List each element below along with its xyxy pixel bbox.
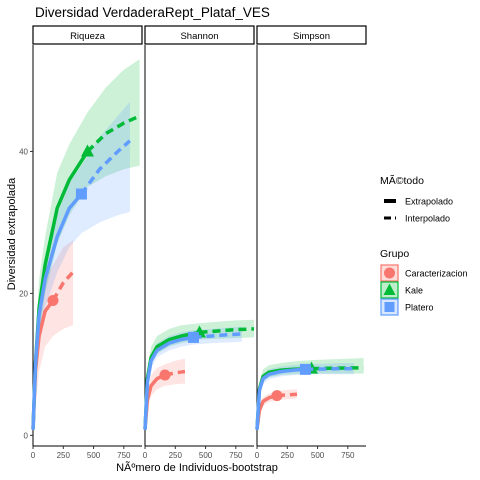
- y-tick-label: 0: [24, 431, 29, 440]
- legend-label-interpolado: Interpolado: [405, 214, 450, 224]
- marker-platero: [187, 331, 199, 343]
- facet-strip-riqueza: [32, 25, 143, 45]
- legend-method-title: MÃ©todo: [380, 174, 424, 187]
- y-axis-label: Diversidad extrapolada: [6, 177, 18, 290]
- x-tick-label: 0: [255, 451, 260, 460]
- line-extrapolated-platero: [193, 332, 243, 340]
- legend-label-extrapolado: Extrapolado: [405, 197, 453, 207]
- x-tick-label: 500: [199, 451, 213, 460]
- x-tick-label: 500: [311, 451, 325, 460]
- panels: Riqueza 0 250 500 750 0 20 40 Shannon 0 250 500 750 S…: [19, 25, 367, 460]
- x-tick-label: 750: [117, 451, 131, 460]
- x-axis-label: NÃºmero de Individuos-bootstrap: [116, 461, 278, 474]
- line-interpolated-platero: [31, 192, 84, 431]
- marker-platero: [299, 363, 311, 375]
- facet-strip-shannon: [144, 25, 255, 45]
- line-interpolated-platero: [143, 335, 196, 431]
- line-interpolated-platero: [255, 367, 308, 431]
- x-tick-label: 250: [169, 451, 183, 460]
- legend-marker-kale: [383, 283, 396, 295]
- facet-strip-simpson: [256, 25, 367, 45]
- x-tick-label: 0: [143, 451, 148, 460]
- facet-label: Shannon: [180, 31, 218, 42]
- legend-label-platero: Platero: [405, 303, 434, 313]
- ci-band-caracterizacion: [145, 358, 185, 429]
- x-tick-label: 250: [281, 451, 295, 460]
- marker-platero: [75, 188, 87, 200]
- y-tick-label: 20: [19, 289, 28, 298]
- line-extrapolated-platero: [305, 366, 354, 372]
- line-extrapolated-caracterizacion: [51, 270, 75, 302]
- x-tick-label: 500: [87, 451, 101, 460]
- legend-label-caracterizacion: Caracterizacion: [405, 269, 468, 279]
- line-extrapolated-platero: [79, 139, 132, 196]
- x-tick-label: 750: [341, 451, 355, 460]
- facet-label: Riqueza: [70, 31, 106, 42]
- x-tick-label: 250: [57, 451, 71, 460]
- x-tick-label: 0: [31, 451, 36, 460]
- x-tick-label: 750: [229, 451, 243, 460]
- chart-title: Diversidad VerdaderaRept_Plataf_VES: [35, 5, 270, 20]
- marker-caracterizacion: [271, 390, 283, 402]
- marker-caracterizacion: [159, 369, 171, 381]
- marker-caracterizacion: [47, 295, 59, 307]
- y-tick-label: 40: [19, 147, 28, 156]
- ci-band-platero: [33, 101, 130, 429]
- ci-band-caracterizacion: [33, 240, 73, 429]
- legend-label-kale: Kale: [405, 286, 423, 296]
- legend-marker-platero: [384, 302, 395, 312]
- facet-label: Simpson: [293, 31, 330, 42]
- marker-kale: [81, 144, 94, 157]
- ci-band-kale: [33, 59, 140, 429]
- legend: MÃ©todo Grupo Extrapolado Interpolado Cara…: [380, 174, 468, 316]
- ci-band-platero: [145, 326, 242, 429]
- legend-group-title: Grupo: [380, 248, 409, 260]
- legend-marker-caracterizacion: [384, 267, 395, 279]
- line-extrapolated-kale: [199, 327, 255, 335]
- line-extrapolated-kale: [86, 114, 141, 153]
